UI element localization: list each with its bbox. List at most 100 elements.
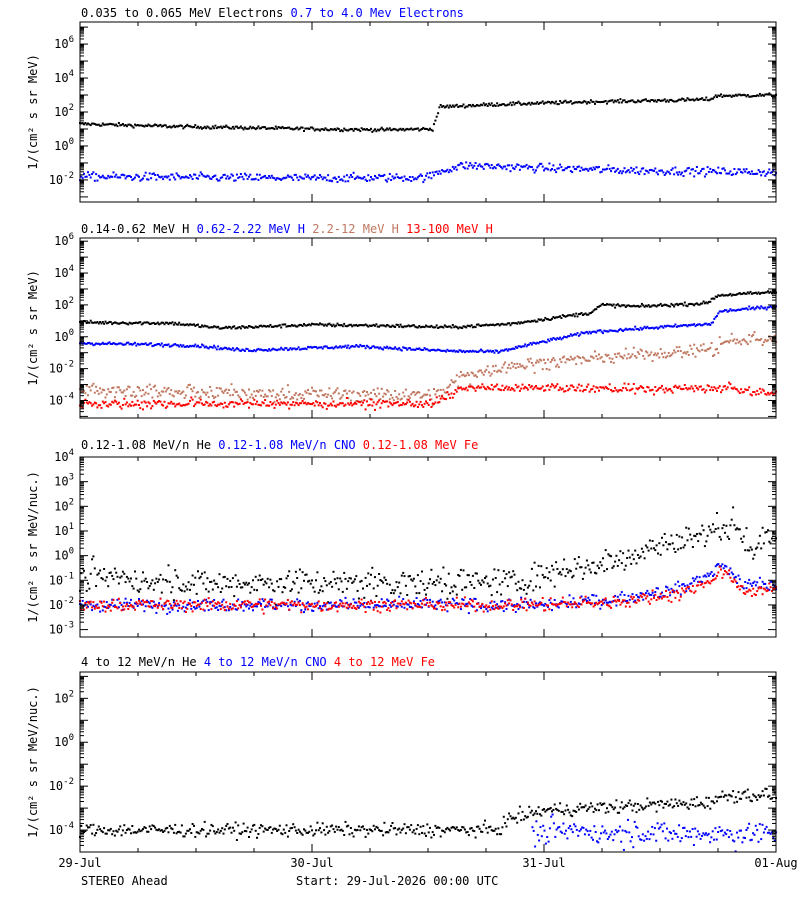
data-point (135, 601, 138, 604)
data-point (182, 344, 185, 347)
data-point (171, 173, 174, 176)
data-point (332, 605, 335, 607)
data-point (164, 604, 167, 607)
data-point (471, 605, 474, 608)
data-point (121, 321, 124, 324)
data-point (391, 347, 394, 350)
data-point (337, 324, 340, 327)
data-point (284, 127, 287, 129)
data-point (211, 588, 214, 591)
data-point (691, 387, 694, 390)
data-point (416, 348, 419, 350)
data-point (705, 575, 708, 578)
data-point (490, 594, 493, 597)
data-point (556, 603, 559, 606)
data-point (438, 601, 441, 604)
data-point (325, 584, 328, 587)
data-point (643, 390, 646, 393)
data-point (371, 602, 374, 605)
data-point (758, 576, 761, 579)
data-point (545, 101, 548, 104)
data-point (522, 165, 525, 168)
data-point (577, 356, 580, 359)
data-point (154, 603, 157, 606)
data-point (443, 398, 446, 400)
data-point (526, 344, 529, 346)
data-point (614, 386, 617, 389)
data-point (425, 324, 427, 327)
data-point (750, 292, 753, 295)
data-point (107, 321, 110, 324)
data-point (336, 577, 339, 580)
data-point (194, 403, 197, 406)
data-point (620, 562, 623, 565)
data-point (91, 606, 94, 609)
data-point (422, 348, 425, 351)
data-point (286, 574, 289, 577)
data-point (740, 293, 743, 296)
data-point (324, 176, 327, 179)
data-point (772, 583, 775, 586)
data-point (632, 600, 635, 603)
data-point (81, 406, 84, 409)
data-point (155, 603, 158, 606)
data-point (533, 342, 536, 345)
data-point (388, 398, 391, 401)
data-point (744, 170, 747, 173)
data-point (316, 394, 319, 397)
data-point (501, 607, 504, 610)
data-point (386, 389, 389, 392)
data-point (525, 365, 528, 368)
data-point (109, 403, 112, 406)
data-point (398, 595, 401, 598)
data-point (328, 602, 331, 605)
data-point (135, 173, 138, 176)
data-point (421, 396, 423, 399)
data-point (184, 175, 187, 178)
data-point (225, 325, 228, 328)
data-point (451, 597, 454, 600)
data-point (687, 354, 690, 356)
data-point (108, 403, 111, 406)
data-point (698, 303, 701, 306)
data-point (490, 164, 493, 166)
data-point (382, 395, 385, 398)
data-point (395, 173, 398, 176)
data-point (140, 401, 143, 404)
data-point (559, 386, 562, 389)
data-point (539, 601, 541, 604)
data-point (293, 173, 296, 176)
data-point (691, 168, 694, 171)
data-point (234, 179, 237, 182)
data-point (423, 127, 426, 130)
data-point (265, 128, 268, 130)
data-point (234, 125, 237, 128)
data-point (379, 611, 382, 614)
data-point (155, 178, 158, 181)
data-point (111, 123, 114, 126)
data-point (520, 365, 523, 368)
data-point (378, 601, 381, 603)
data-point (547, 605, 549, 608)
data-point (746, 582, 749, 585)
data-point (396, 605, 399, 608)
data-point (756, 546, 759, 549)
data-point (364, 323, 367, 326)
data-point (482, 605, 485, 608)
data-point (370, 573, 372, 576)
data-point (332, 400, 335, 403)
data-point (292, 580, 295, 583)
data-point (323, 128, 326, 131)
data-point (422, 599, 425, 602)
data-point (581, 577, 584, 580)
data-point (526, 586, 529, 589)
data-point (653, 547, 655, 550)
data-point (713, 317, 716, 320)
data-point (718, 294, 721, 297)
data-point (518, 168, 521, 171)
data-point (128, 343, 131, 346)
data-point (407, 398, 410, 401)
data-point (618, 171, 621, 174)
data-point (107, 606, 110, 609)
data-point (485, 575, 488, 578)
